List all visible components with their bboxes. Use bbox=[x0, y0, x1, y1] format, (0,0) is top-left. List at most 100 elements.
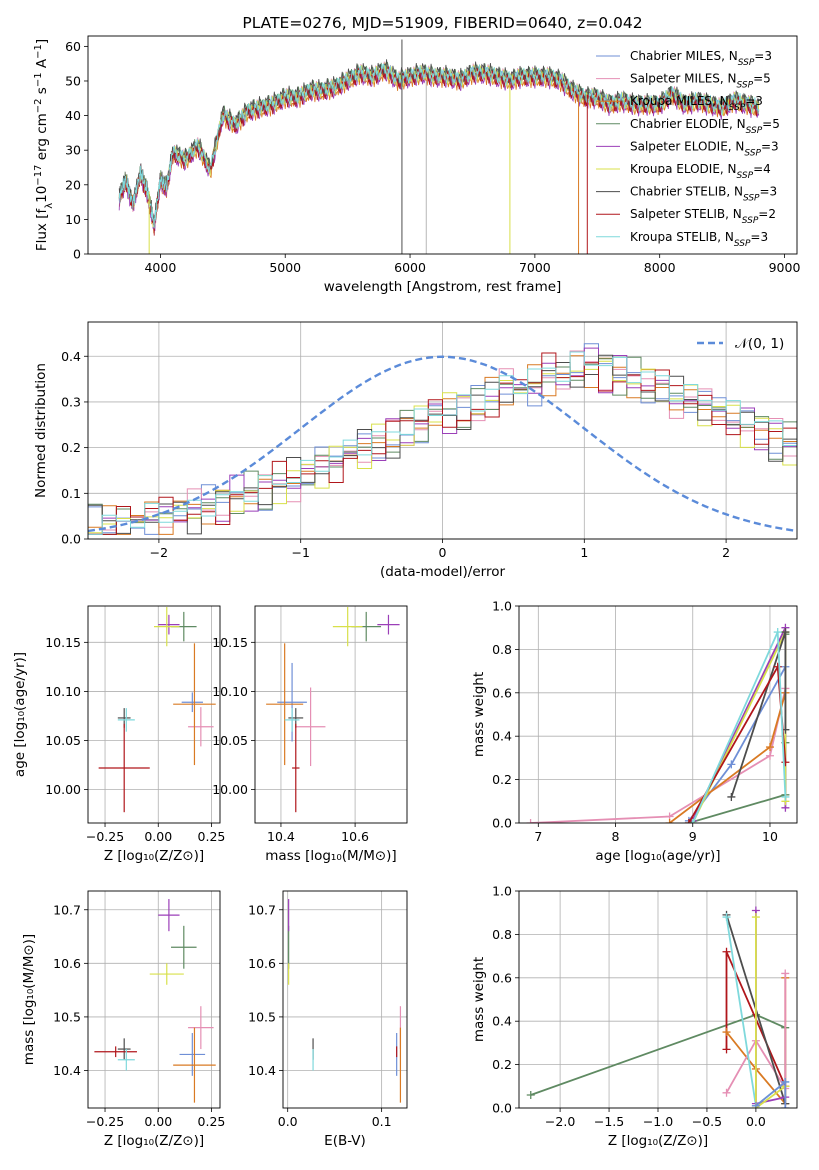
y-axis-label: mass weight bbox=[471, 957, 487, 1042]
panel-mass-vs-Z: −0.25 0.00 0.25 10.4 10.5 10.6 10.7 Z [log₁₀(Z/… bbox=[21, 890, 225, 1149]
weight-series-line bbox=[691, 631, 787, 823]
y-tick-label: 0.1 bbox=[61, 486, 81, 501]
x-tick-label: 10.4 bbox=[267, 829, 295, 844]
x-tick-label: −1 bbox=[291, 545, 309, 560]
data-point bbox=[154, 606, 180, 647]
data-point bbox=[117, 1049, 135, 1071]
legend-entry-suffix: =3 bbox=[760, 185, 778, 199]
weight-marker bbox=[781, 1077, 790, 1086]
chart-title: PLATE=0276, MJD=51909, FIBERID=0640, z=0… bbox=[242, 14, 642, 32]
y-axis-label-part: s bbox=[34, 87, 50, 98]
legend-entry: Chabrier ELODIE, NSSP=5 bbox=[630, 117, 780, 136]
x-tick-label: 2 bbox=[722, 545, 730, 560]
x-tick-label: 0.1 bbox=[372, 1114, 392, 1129]
weight-marker bbox=[526, 819, 535, 823]
legend-entry: Salpeter STELIB, NSSP=2 bbox=[630, 207, 776, 226]
x-tick-label: 9000 bbox=[769, 260, 801, 275]
y-axis-label-part: A bbox=[34, 58, 50, 72]
axes-frame bbox=[254, 605, 408, 824]
y-tick-label: 10.15 bbox=[45, 635, 81, 650]
x-tick-label: 4000 bbox=[144, 260, 176, 275]
data-point bbox=[171, 925, 197, 969]
weight-marker bbox=[722, 1088, 731, 1097]
y-tick-label: 0.4 bbox=[492, 1014, 512, 1029]
y-tick-label: 0.4 bbox=[492, 729, 512, 744]
weight-series-line bbox=[730, 631, 787, 798]
y-tick-label: 0.0 bbox=[492, 1101, 512, 1116]
y-tick-label: 10.10 bbox=[45, 684, 81, 699]
data-point bbox=[117, 1038, 131, 1060]
y-axis-label: Normed distribution bbox=[33, 363, 49, 498]
panel-age-vs-mass: 10.4 10.6 10.00 10.05 10.10 10.15 mass [log₁₀(… bbox=[212, 605, 408, 864]
y-tick-label: 10.4 bbox=[53, 1063, 81, 1078]
x-axis-label: mass [log₁₀(M/M⊙)] bbox=[265, 848, 396, 864]
y-tick-label: 10.00 bbox=[212, 782, 248, 797]
legend-entry-name: Kroupa ELODIE, N bbox=[630, 162, 737, 176]
weight-marker bbox=[781, 758, 790, 767]
x-tick-label: 8 bbox=[612, 829, 620, 844]
axes-frame bbox=[87, 35, 798, 255]
axes-frame bbox=[282, 890, 408, 1109]
y-axis-label-part: λ bbox=[44, 203, 55, 209]
x-tick-label: 8000 bbox=[644, 260, 676, 275]
histograms bbox=[88, 343, 797, 539]
legend-entry-suffix: =3 bbox=[754, 49, 772, 63]
axes-frame bbox=[518, 890, 798, 1109]
y-tick-label: 10.05 bbox=[45, 733, 81, 748]
y-tick-label: 60 bbox=[65, 39, 81, 54]
weight-lines bbox=[526, 623, 790, 823]
data-point bbox=[117, 708, 135, 732]
weight-marker bbox=[665, 819, 674, 823]
weight-marker bbox=[722, 1028, 731, 1037]
x-tick-label: 0.00 bbox=[144, 829, 172, 844]
data-point bbox=[284, 708, 300, 732]
panel-weight-vs-age: 7 8 9 10 0.0 0.2 0.4 0.6 0.8 1.0 age [log₁₀(age/yr… bbox=[471, 599, 798, 864]
y-tick-label: 0.0 bbox=[492, 816, 512, 831]
data-point bbox=[158, 899, 180, 932]
weight-marker bbox=[722, 913, 731, 922]
histogram-series bbox=[88, 360, 797, 539]
y-tick-label: 0.0 bbox=[61, 532, 81, 547]
legend-entry-name: Chabrier ELODIE, N bbox=[630, 117, 746, 131]
legend-entry-name: Salpeter STELIB, N bbox=[630, 207, 742, 221]
y-tick-label: 1.0 bbox=[492, 884, 512, 899]
data-point bbox=[188, 707, 214, 747]
y-axis-label: mass weight bbox=[471, 672, 487, 757]
y-tick-label: 10.00 bbox=[45, 782, 81, 797]
error-bars bbox=[266, 606, 400, 813]
weight-marker bbox=[722, 947, 731, 956]
y-tick-label: 10.7 bbox=[53, 902, 81, 917]
x-tick-label: 7000 bbox=[519, 260, 551, 275]
legend-entry-sub: SSP bbox=[729, 103, 746, 113]
x-axis-label: Z [log₁₀(Z/Z⊙)] bbox=[104, 1133, 204, 1149]
legend-entry-sub: SSP bbox=[734, 239, 751, 249]
axes-frame bbox=[87, 890, 221, 1109]
y-tick-label: 10.10 bbox=[212, 684, 248, 699]
y-axis-label: Flux [fλ10−17 erg cm−2 s−1 A−1] bbox=[33, 39, 55, 251]
error-bars bbox=[98, 606, 216, 813]
y-axis-label-part: −17 bbox=[33, 165, 44, 186]
weight-marker bbox=[722, 1045, 731, 1054]
y-tick-label: 10.5 bbox=[248, 1009, 276, 1024]
y-axis-label: mass [log₁₀(M/M⊙)] bbox=[21, 934, 37, 1065]
legend-entry-name: Chabrier MILES, N bbox=[630, 49, 738, 63]
weight-marker bbox=[781, 969, 790, 978]
legend-entry-name: Kroupa STELIB, N bbox=[630, 230, 734, 244]
weight-series-line bbox=[755, 917, 786, 1108]
data-point bbox=[173, 1027, 216, 1103]
weight-marker bbox=[773, 628, 782, 637]
x-tick-label: −0.25 bbox=[86, 1114, 124, 1129]
x-tick-label: 0.0 bbox=[746, 1114, 766, 1129]
x-tick-label: −1.0 bbox=[643, 1114, 673, 1129]
x-tick-label: −2 bbox=[150, 545, 168, 560]
histogram-series bbox=[88, 352, 797, 539]
y-tick-label: 10.6 bbox=[248, 956, 276, 971]
y-tick-label: 10.4 bbox=[248, 1063, 276, 1078]
x-tick-label: 0.0 bbox=[278, 1114, 298, 1129]
histogram-series bbox=[88, 343, 797, 539]
spectrum-lines bbox=[118, 39, 760, 254]
y-axis-label-part: Flux [f bbox=[34, 208, 50, 252]
y-tick-label: 30 bbox=[65, 143, 81, 158]
x-tick-label: 1 bbox=[580, 545, 588, 560]
axes-frame bbox=[87, 321, 798, 540]
